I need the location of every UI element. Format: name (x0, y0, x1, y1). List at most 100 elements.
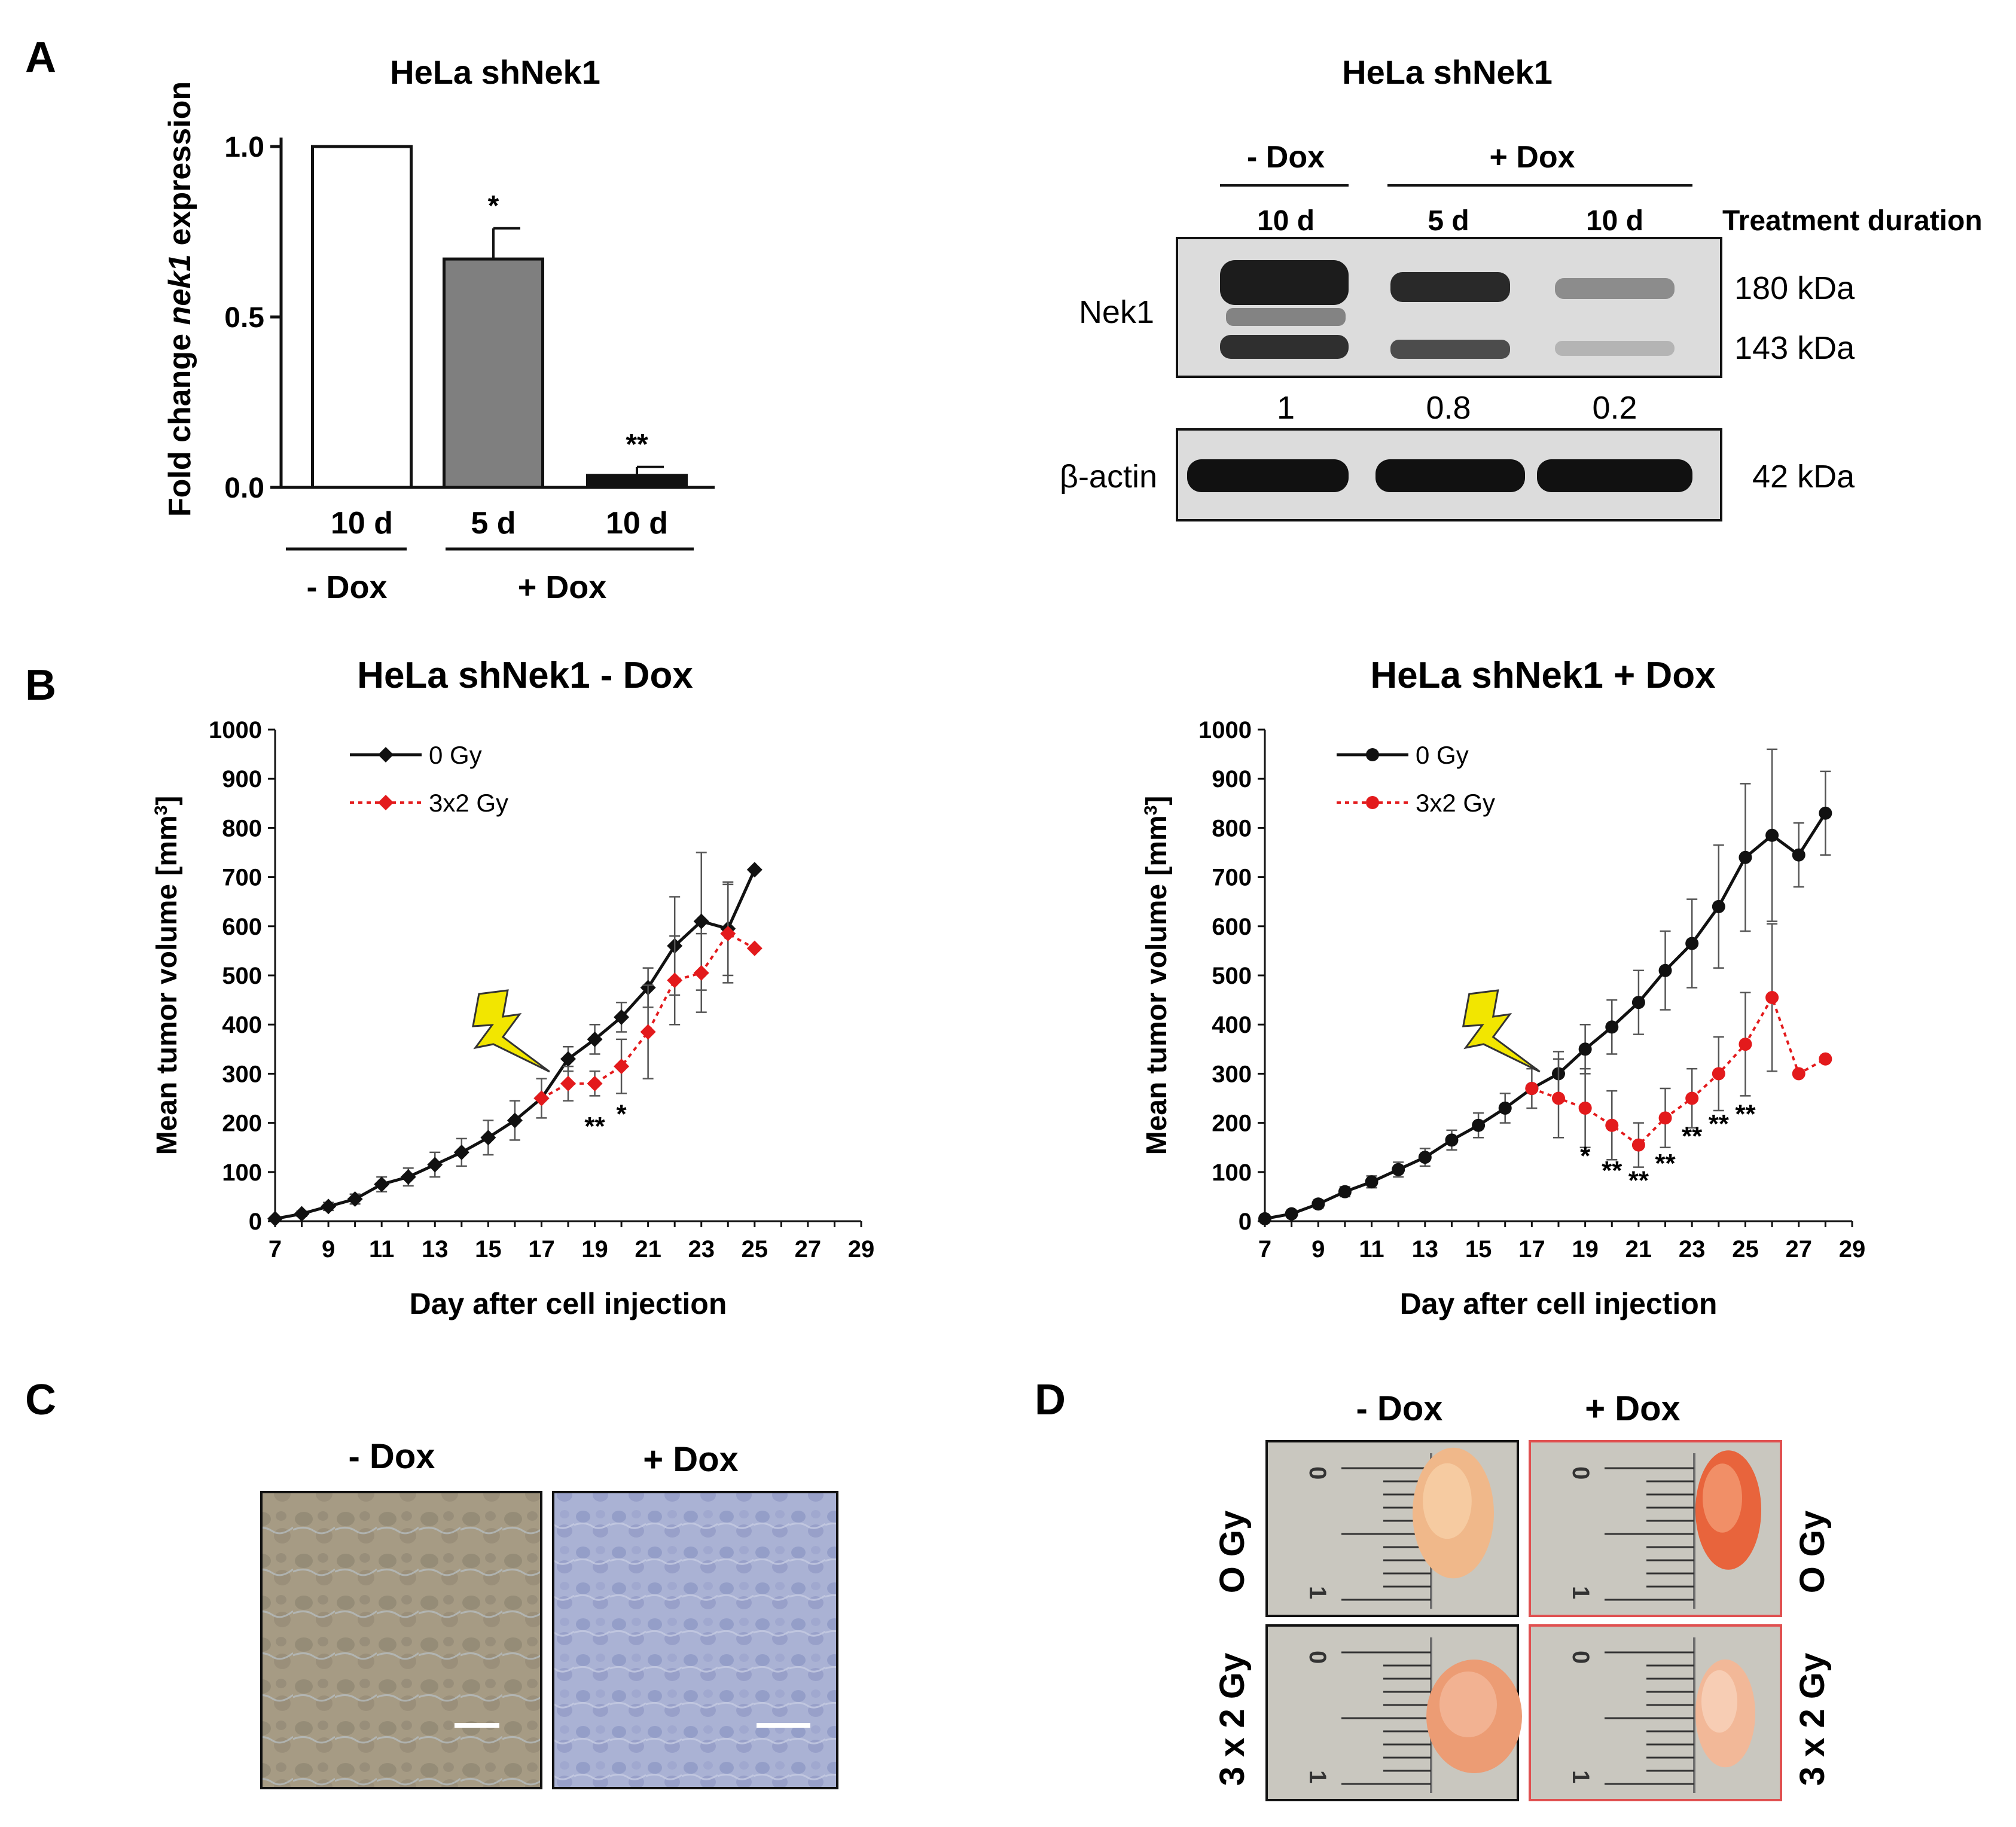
series-irradiated (1525, 923, 1832, 1168)
significance-marker: * (488, 190, 499, 222)
data-point (560, 1051, 576, 1067)
ruler-label-one: 1 (1304, 1770, 1331, 1783)
x-tick-label: 17 (528, 1236, 555, 1262)
y-tick-label: 600 (1212, 914, 1252, 940)
x-tick-label: 7 (269, 1236, 282, 1262)
y-tick-label: 0.5 (224, 302, 264, 334)
y-tick-label: 500 (1212, 963, 1252, 989)
data-point (667, 972, 683, 989)
ruler-label-zero: 0 (1567, 1466, 1594, 1480)
tumor-photo: 01 (1265, 1624, 1522, 1801)
data-point (1819, 1052, 1832, 1066)
blot-lane-3: 10 d (1586, 205, 1643, 237)
bar-chart-category-labels: 10 d 5 d 10 d - Dox + Dox (286, 506, 694, 605)
significance-marker: * (617, 1100, 627, 1129)
tumor-row-0gy-right: O Gy (1793, 1511, 1832, 1594)
data-point (746, 940, 763, 956)
panel-label-c: C (25, 1376, 56, 1424)
y-tick-label: 100 (222, 1160, 262, 1186)
series-irradiated (533, 883, 763, 1106)
data-point (480, 1130, 496, 1146)
x-axis-label: Day after cell injection (410, 1287, 727, 1320)
x-tick-label: 7 (1258, 1236, 1271, 1262)
x-tick-label: 19 (1572, 1236, 1599, 1262)
lightning-bolt-icon (472, 989, 550, 1073)
data-point (560, 1075, 576, 1091)
data-point (427, 1157, 443, 1173)
data-point (507, 1112, 523, 1128)
data-point (1605, 1118, 1619, 1132)
blot-title: HeLa shNek1 (1342, 53, 1553, 91)
tumor-plus-dox-label: + Dox (1585, 1389, 1680, 1428)
y-tick-label: 400 (222, 1012, 262, 1038)
x-tick-label: 17 (1518, 1236, 1545, 1262)
lightning-bolt-icon (1462, 989, 1541, 1073)
data-point (1765, 828, 1779, 842)
blot-lane-2: 5 d (1428, 205, 1469, 237)
x-tick-label: 11 (1359, 1236, 1384, 1262)
data-point (746, 862, 763, 878)
significance-marker: ** (626, 429, 648, 460)
x-tick-label: 29 (848, 1236, 875, 1262)
data-point (1739, 850, 1752, 864)
data-point (1605, 1020, 1619, 1034)
ruler-label-zero: 0 (1567, 1651, 1594, 1664)
tumor-photo: 01 (1265, 1440, 1519, 1617)
significance-marker: ** (1628, 1166, 1649, 1195)
data-point (1658, 963, 1672, 977)
y-tick-label: 700 (1212, 865, 1252, 891)
y-tick-label: 900 (222, 766, 262, 792)
data-point (1578, 1101, 1592, 1115)
line-chart-plus-dox: HeLa shNek1 + Dox 0 100 200 300 400 500 600 700 8… (1141, 655, 1866, 1320)
x-tick-label: 27 (795, 1236, 822, 1262)
series-line (1264, 812, 1827, 1221)
data-point (1578, 1042, 1592, 1056)
data-point (1819, 806, 1832, 820)
data-point (587, 1031, 603, 1047)
y-tick-label: 1000 (209, 717, 262, 743)
ihc-image-plus-dox (552, 1491, 838, 1789)
x-tick-label: 21 (1625, 1236, 1652, 1262)
x-tick-label: 25 (742, 1236, 768, 1262)
tumor-photo: 01 (1529, 1624, 1782, 1801)
x-tick-label: 13 (1412, 1236, 1439, 1262)
data-point (1658, 1111, 1672, 1125)
x-tick-label: 9 (1312, 1236, 1325, 1262)
data-point (1258, 1212, 1271, 1225)
data-point (1739, 1038, 1752, 1051)
data-point (587, 1075, 603, 1091)
legend-label: 0 Gy (1416, 741, 1469, 769)
data-point (1552, 1091, 1565, 1105)
data-point (347, 1191, 363, 1207)
data-point (1338, 1185, 1352, 1198)
blot-group-plus-dox: + Dox (1489, 140, 1575, 175)
x-tick-label: 23 (688, 1236, 715, 1262)
data-point (374, 1176, 390, 1192)
ihc-image-minus-dox (260, 1491, 542, 1789)
y-tick-label: 300 (1212, 1061, 1252, 1087)
y-axis-label: Mean tumor volume [mm3] (151, 796, 184, 1155)
significance-marker: ** (1709, 1109, 1730, 1139)
data-point (1312, 1197, 1325, 1211)
series-control (267, 852, 763, 1227)
chart-title: HeLa shNek1 + Dox (1370, 655, 1716, 696)
ruler-label-one: 1 (1567, 1586, 1594, 1599)
y-tick-label: 0 (1239, 1209, 1252, 1235)
blot-quant-1: 1 (1277, 390, 1295, 426)
data-point (267, 1210, 283, 1227)
x-tick-label: 25 (1732, 1236, 1759, 1262)
line-chart-minus-dox: HeLa shNek1 - Dox 0 100 200 300 400 500 600 700 8… (151, 655, 875, 1320)
blot-treatment-duration: Treatment duration (1722, 205, 1983, 237)
data-point (1792, 1067, 1805, 1081)
series-control (1258, 748, 1832, 1225)
bar-chart-bars: *** (311, 145, 688, 489)
x-tick-label: 11 (369, 1236, 394, 1262)
tumor-highlight (1703, 1463, 1742, 1533)
data-point (1631, 1138, 1645, 1152)
data-point (1525, 1082, 1539, 1096)
legend-label: 0 Gy (429, 741, 482, 769)
data-point (1712, 1067, 1725, 1081)
tumor-photo: 01 (1529, 1440, 1782, 1617)
